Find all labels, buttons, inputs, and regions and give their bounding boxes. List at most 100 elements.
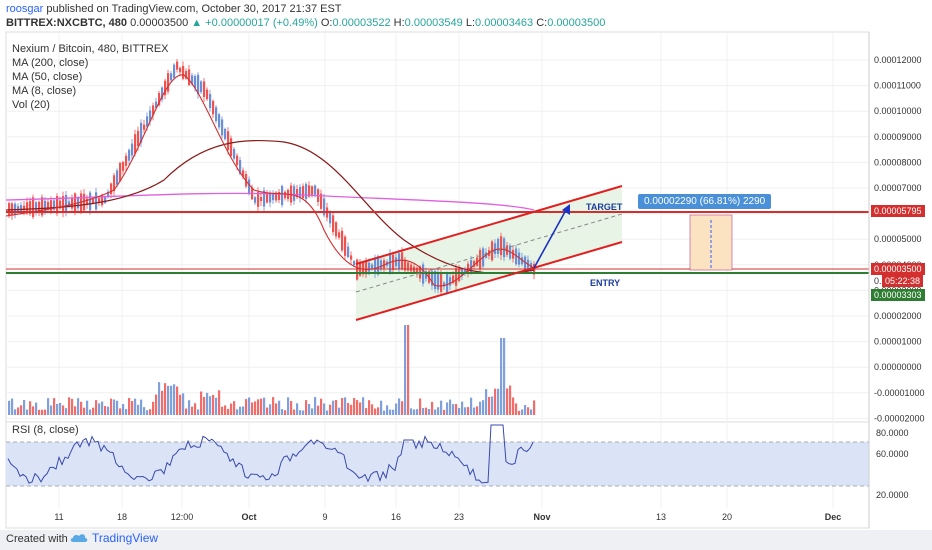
time-tick: 13 bbox=[656, 512, 666, 522]
candle-body bbox=[113, 175, 116, 192]
price-tick: 0.00009000 bbox=[874, 132, 922, 142]
volume-bar bbox=[77, 398, 80, 415]
price-chart[interactable]: 0.00012000 0.00011000 0.00010000 0.00009000… bbox=[4, 30, 932, 530]
volume-bar bbox=[230, 403, 233, 415]
volume-bar bbox=[356, 400, 359, 415]
high-value: 0.00003549 bbox=[404, 17, 463, 29]
volume-bar bbox=[29, 401, 32, 415]
author-link[interactable]: roosgar bbox=[6, 3, 44, 15]
time-tick: 12:00 bbox=[171, 512, 194, 522]
volume-bar bbox=[92, 407, 95, 415]
target-arrow[interactable] bbox=[533, 209, 567, 269]
price-tick: 0.00008000 bbox=[874, 157, 922, 167]
candle-body bbox=[470, 259, 473, 273]
candle-body bbox=[164, 80, 167, 96]
candle-body bbox=[62, 196, 65, 213]
candle-body bbox=[230, 138, 233, 157]
channel-lower[interactable] bbox=[355, 241, 623, 321]
last-price-badge: 0.00003500 bbox=[871, 263, 925, 275]
channel-upper[interactable] bbox=[355, 185, 623, 265]
volume-bar bbox=[500, 338, 503, 415]
volume-bar bbox=[428, 409, 431, 415]
volume-bar bbox=[140, 399, 143, 415]
measure-label[interactable]: 0.00002290 (66.81%) 2290 bbox=[638, 194, 772, 209]
candle-body bbox=[338, 232, 341, 238]
legend-vol[interactable]: Vol (20) bbox=[12, 99, 50, 111]
volume-bar bbox=[320, 398, 323, 415]
symbol-title[interactable]: Nexium / Bitcoin, 480, BITTREX bbox=[12, 43, 169, 55]
candle-body bbox=[158, 92, 161, 106]
legend-ma8[interactable]: MA (8, close) bbox=[12, 85, 77, 97]
entry-label[interactable]: ENTRY bbox=[590, 278, 621, 288]
price-tick: 0.00005000 bbox=[874, 234, 922, 244]
candle-body bbox=[335, 222, 338, 237]
volume-bar bbox=[95, 400, 98, 415]
candle-body bbox=[221, 119, 224, 136]
volume-bar bbox=[41, 409, 44, 415]
volume-bar bbox=[290, 401, 293, 415]
candle-body bbox=[197, 74, 200, 94]
candle-body bbox=[494, 243, 497, 254]
candle-body bbox=[35, 202, 38, 212]
target-label[interactable]: TARGET bbox=[586, 202, 623, 212]
volume-bar bbox=[209, 396, 212, 415]
time-tick: 23 bbox=[454, 512, 464, 522]
candle-body bbox=[518, 252, 521, 265]
candle-body bbox=[347, 246, 350, 258]
candle-body bbox=[59, 200, 62, 209]
volume-bar bbox=[341, 398, 344, 415]
candle-body bbox=[467, 263, 470, 273]
volume-bar bbox=[455, 404, 458, 415]
legend-rsi[interactable]: RSI (8, close) bbox=[12, 424, 79, 436]
candle-body bbox=[314, 185, 317, 195]
volume-bar bbox=[494, 388, 497, 415]
price-tick: 0.00012000 bbox=[874, 55, 922, 65]
legend-ma200[interactable]: MA (200, close) bbox=[12, 57, 89, 69]
volume-bar bbox=[359, 402, 362, 415]
candle-body bbox=[365, 261, 368, 275]
volume-bar bbox=[491, 396, 494, 415]
rsi-tick: 20.0000 bbox=[876, 490, 909, 500]
volume-bar bbox=[44, 409, 47, 415]
volume-bar bbox=[458, 407, 461, 415]
candle-body bbox=[383, 260, 386, 269]
candle-body bbox=[320, 193, 323, 209]
price-tick: 0.00002000 bbox=[874, 311, 922, 321]
volume-bar bbox=[278, 400, 281, 415]
volume-bar bbox=[101, 401, 104, 415]
volume-bar bbox=[380, 400, 383, 415]
volume-bar bbox=[191, 406, 194, 415]
volume-bar bbox=[296, 403, 299, 415]
candle-body bbox=[107, 191, 110, 198]
candle-body bbox=[329, 212, 332, 224]
candle-body bbox=[44, 200, 47, 212]
created-with-text: Created with bbox=[6, 533, 68, 545]
candle-body bbox=[38, 201, 41, 212]
volume-bar bbox=[236, 409, 239, 415]
volume-bar bbox=[395, 403, 398, 415]
volume-bar bbox=[425, 407, 428, 415]
volume-bar bbox=[482, 400, 485, 415]
volume-bar bbox=[392, 409, 395, 415]
candle-body bbox=[23, 205, 26, 211]
price-axis[interactable]: 0.00012000 0.00011000 0.00010000 0.00009000… bbox=[874, 55, 925, 423]
time-axis[interactable]: 11 18 12:00 Oct 9 16 23 Nov 13 20 Dec bbox=[54, 512, 841, 522]
volume-bar bbox=[413, 409, 416, 415]
volume-bar bbox=[158, 382, 161, 415]
volume-bar bbox=[311, 408, 314, 415]
candle-body bbox=[458, 268, 461, 282]
volume-bar bbox=[389, 409, 392, 415]
entry-price-badge: 0.00003303 bbox=[871, 289, 925, 301]
volume-bar bbox=[233, 401, 236, 415]
ma50-line bbox=[5, 140, 535, 275]
volume-bar bbox=[200, 391, 203, 415]
rsi-axis[interactable]: 80.0000 60.0000 20.0000 bbox=[876, 428, 909, 500]
tradingview-logo[interactable]: TradingView bbox=[70, 531, 158, 545]
candle-body bbox=[248, 179, 251, 195]
legend-ma50[interactable]: MA (50, close) bbox=[12, 71, 83, 83]
candle-body bbox=[179, 67, 182, 73]
candle-body bbox=[269, 192, 272, 203]
symbol-label: BITTREX:NXCBTC, 480 bbox=[6, 17, 128, 29]
target-price-badge: 0.00005795 bbox=[871, 205, 925, 217]
candle-body bbox=[170, 73, 173, 81]
